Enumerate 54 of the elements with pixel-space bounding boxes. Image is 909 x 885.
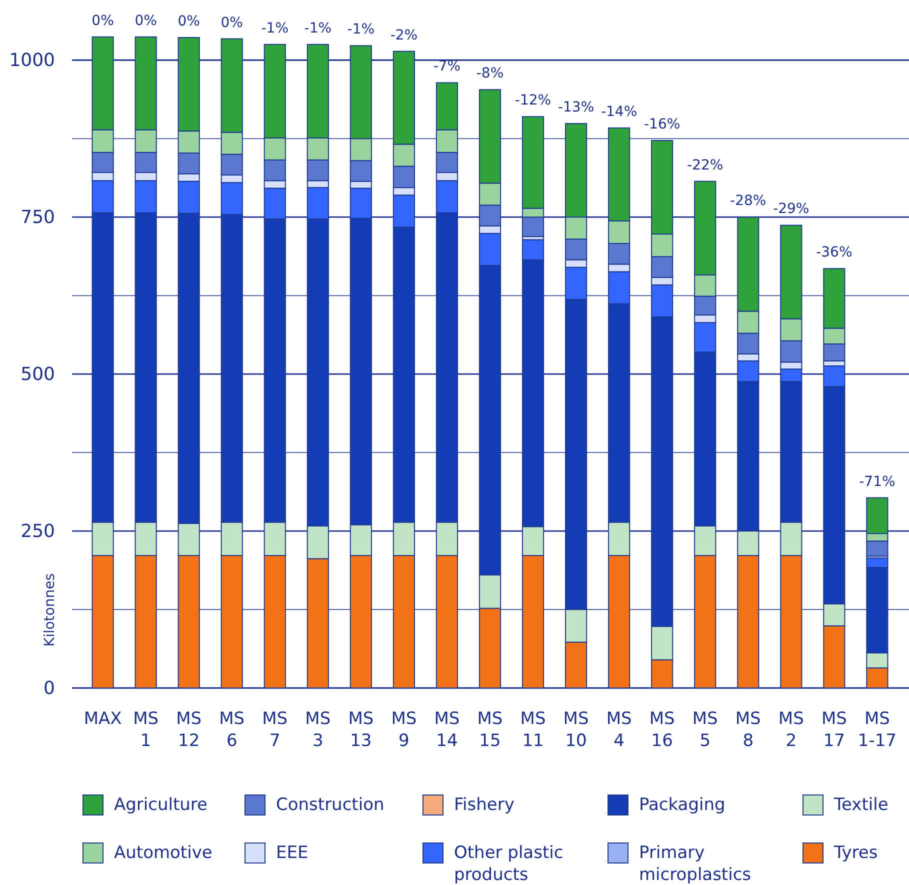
annotation: 0% (134, 12, 157, 29)
annotation: 0% (178, 14, 200, 30)
x-tick-label: MS 17 (821, 709, 847, 751)
annotation: -16% (644, 116, 680, 132)
legend-label: Other plastic products (454, 843, 564, 885)
annotation: -1% (261, 20, 289, 36)
x-tick-label: MS 14 (434, 709, 460, 751)
legend-label: Automotive (114, 843, 212, 863)
y-tick-label: 500 (20, 364, 55, 385)
legend-label: Fishery (454, 795, 514, 815)
annotation: -71% (859, 474, 896, 490)
y-tick-label: 1000 (9, 50, 55, 71)
legend-label: Textile (833, 795, 888, 815)
x-tick-label: MS 1 (133, 709, 159, 751)
legend-label: Packaging (639, 795, 726, 815)
annotation: -29% (773, 201, 810, 218)
x-tick-label: MS 3 (305, 709, 331, 751)
annotation: -12% (514, 92, 552, 109)
x-tick-label: MS 9 (391, 709, 417, 751)
annotation: -7% (433, 58, 461, 75)
y-tick-label: 0 (44, 678, 55, 698)
x-tick-label: MS 4 (606, 709, 632, 751)
legend-label: Primary microplastics (639, 843, 752, 885)
x-tick-label: MS 12 (176, 709, 202, 751)
annotation: -14% (600, 104, 638, 120)
annotation: -8% (476, 66, 504, 82)
x-tick-label: MS 13 (348, 709, 374, 751)
x-tick-label: MS 2 (778, 709, 804, 751)
y-tick-label: 250 (20, 520, 55, 542)
annotation: -28% (730, 193, 766, 210)
annotation: -1% (304, 20, 332, 36)
x-tick-label: MS 6 (219, 709, 245, 751)
x-tick-label: MS 11 (520, 709, 546, 751)
x-tick-label: MS 8 (735, 709, 761, 751)
annotation: -2% (390, 27, 418, 44)
annotation: 0% (92, 12, 114, 29)
x-tick-label: MS 7 (262, 709, 288, 751)
legend-label: Tyres (833, 843, 878, 863)
annotation: -36% (816, 244, 852, 261)
legend-label: Construction (276, 795, 384, 815)
y-tick-label: 750 (20, 206, 55, 228)
x-tick-label: MS 16 (649, 709, 675, 751)
x-tick-label: MAX (84, 709, 122, 729)
annotation: 0% (220, 14, 243, 31)
annotation: -1% (347, 22, 375, 38)
legend-label: Agriculture (114, 795, 208, 815)
x-tick-label: MS 1-17 (858, 709, 896, 751)
x-tick-label: MS 10 (563, 709, 589, 751)
legend-label: EEE (276, 843, 308, 863)
y-axis-title: Kilotonnes (42, 573, 58, 647)
annotation: -13% (558, 100, 594, 116)
annotation: -22% (687, 157, 724, 174)
x-tick-label: MS 5 (692, 709, 718, 751)
x-tick-label: MS 15 (477, 709, 503, 751)
